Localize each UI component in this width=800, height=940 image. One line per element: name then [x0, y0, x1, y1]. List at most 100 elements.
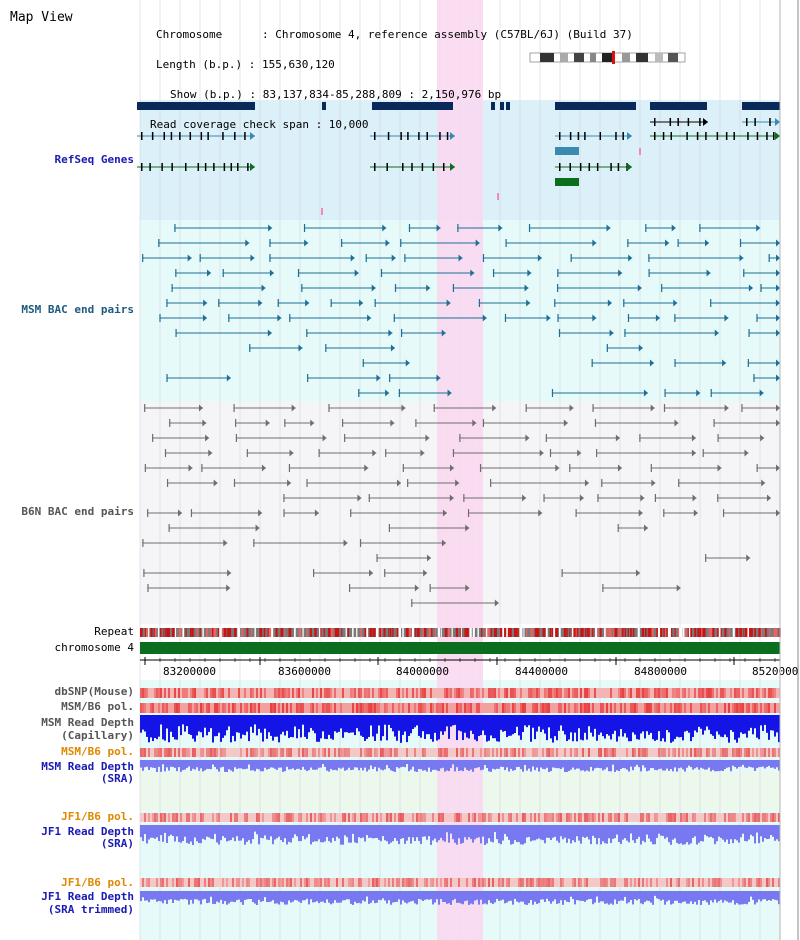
msm-pol-cell [246, 703, 248, 713]
dbsnp-cell [758, 688, 760, 698]
jf1-trim-depth-bar [768, 891, 770, 900]
msm-pair-end [743, 269, 745, 277]
msm-sra-pol-cell [712, 748, 714, 757]
msm-sra-depth-bar [676, 760, 678, 772]
jf1-trim-depth-bar [720, 891, 722, 900]
msm-sra-depth-bar [160, 760, 162, 772]
msm-sra-depth-bar [452, 760, 454, 765]
jf1-depth-bar [154, 825, 156, 839]
jf1-pol-cell [394, 813, 396, 822]
jf1-depth-bar [662, 825, 664, 836]
msm-sra-depth-bar [400, 760, 402, 768]
b6n-bac-label[interactable]: B6N BAC end pairs [21, 505, 134, 518]
msm-sra-depth-bar [760, 760, 762, 767]
chromosome-ideogram[interactable] [529, 51, 686, 64]
jf1-trim-pol-cell [408, 878, 410, 887]
msm-cap-depth-bar [710, 715, 712, 735]
jf1-depth-bar [252, 825, 254, 840]
jf1-trim-depth-bar [586, 891, 588, 901]
jf1-trim-depth-bar [378, 891, 380, 900]
selected-region-highlight[interactable] [437, 0, 483, 940]
repeat-mark [490, 628, 493, 637]
msm-cap-depth-bar [156, 715, 158, 740]
jf1-depth-bar [674, 825, 676, 839]
refseq-gene-features[interactable] [137, 102, 780, 215]
dbsnp-cell [144, 688, 146, 698]
repeat-mark [649, 628, 652, 637]
msm-pol-cell [674, 703, 676, 713]
jf1-trim-depth-bar [218, 891, 220, 903]
msm-cap-depth-bar [532, 715, 534, 728]
dbsnp-cell [164, 688, 166, 698]
b6n-pair-end [549, 449, 552, 457]
repeat-mark [294, 628, 296, 637]
b6n-pair-end [463, 494, 465, 502]
msm-pol-cell [602, 703, 604, 713]
jf1-pol-cell [580, 813, 582, 822]
jf1-trim-depth-bar [518, 891, 520, 903]
msm-pol-cell [176, 703, 178, 713]
b6n-pair-end [385, 449, 387, 457]
msm-cap-depth-bar [530, 715, 532, 742]
jf1-depth-bar [386, 825, 388, 842]
jf1-trim-depth-bar [674, 891, 676, 901]
msm-pol-cell [312, 703, 314, 713]
jf1-depth-bar [698, 825, 700, 843]
jf1-trim-pol-cell [538, 878, 540, 887]
jf1-trim-depth-bar [514, 891, 516, 899]
b6n-pair-arrow [494, 599, 499, 607]
msm-pol-cell [228, 703, 230, 713]
repeat-mark [477, 628, 479, 637]
msm-sra-depth-bar [230, 760, 232, 771]
exon-mark [149, 163, 151, 171]
repeat-mark [154, 628, 157, 637]
repeat-mark [599, 628, 602, 637]
msm-pair-end [159, 314, 161, 322]
msm-cap-depth-bar [238, 715, 240, 733]
jf1-depth-bar [376, 825, 378, 838]
msm-bac-features[interactable] [142, 224, 780, 397]
jf1-pol-cell [172, 813, 174, 822]
msm-sra-depth-bar [682, 760, 684, 770]
msm-pair-end [557, 314, 559, 322]
msm-pair-end [528, 224, 531, 232]
jf1-pol-cell [176, 813, 178, 822]
jf1-trim-depth-bar [206, 891, 208, 904]
repeat-mark [563, 628, 567, 637]
jf1-pol-cell [390, 813, 392, 822]
b6n-pair-arrow [202, 419, 207, 427]
msm-bac-label[interactable]: MSM BAC end pairs [21, 303, 134, 316]
b6n-pair-end [601, 479, 603, 487]
jf1-pol-cell [354, 813, 356, 822]
msm-cap-depth-bar [214, 715, 216, 737]
dbsnp-cell [628, 688, 630, 698]
refseq-genes-label[interactable]: RefSeq Genes [54, 153, 134, 166]
jf1-depth-bar [182, 825, 184, 842]
jf1-pol-cell [372, 813, 374, 822]
b6n-bac-features[interactable] [142, 404, 780, 607]
msm-cap-depth-bar [292, 715, 294, 738]
msm-sra-pol-cell [290, 748, 292, 757]
msm-sra-depth-bar [574, 760, 576, 770]
msm-cap-depth-bar [590, 715, 592, 733]
msm-sra-depth-bar [472, 760, 474, 772]
jf1-depth-bar [344, 825, 346, 836]
repeat-mark [298, 628, 302, 637]
msm-sra-depth-bar [704, 760, 706, 770]
msm-cap-depth-bar [774, 715, 776, 737]
jf1-trim-pol-cell [650, 878, 652, 887]
msm-sra-pol-cell [768, 748, 770, 757]
jf1-trim-depth-bar [532, 891, 534, 905]
jf1-pol-cell [216, 813, 218, 822]
repeat-mark [644, 628, 647, 637]
repeat-mark [743, 628, 745, 637]
msm-pol-cell [224, 703, 226, 713]
jf1-trim-depth-bar [698, 891, 700, 901]
dbsnp-cell [280, 688, 282, 698]
jf1-depth-bar [748, 825, 750, 840]
repeat-mark [523, 628, 525, 637]
msm-sra-depth-bar [432, 760, 434, 770]
jf1-trim-depth-bar [464, 891, 466, 902]
jf1-trim-depth-bar [516, 891, 518, 902]
b6n-pair-arrow [226, 584, 231, 592]
